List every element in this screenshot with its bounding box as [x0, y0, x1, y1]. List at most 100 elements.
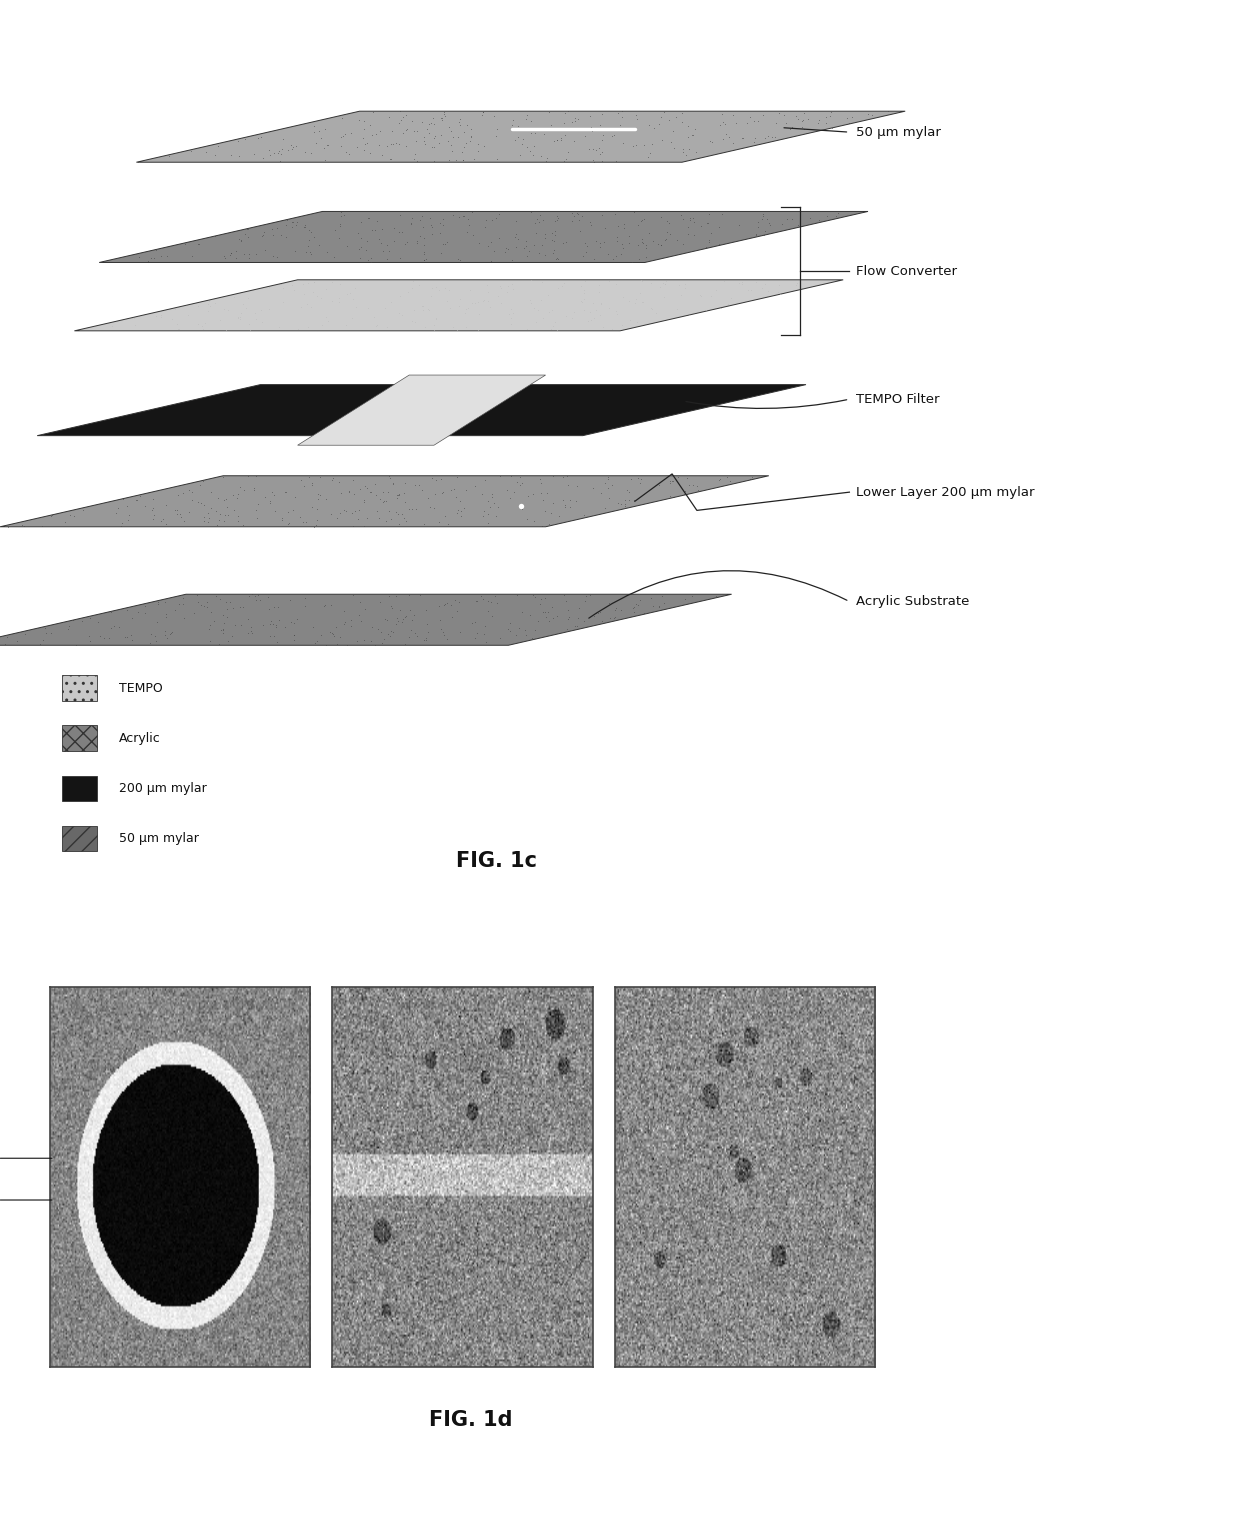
Point: [515, 618, 534, 643]
Point: [250, 588, 270, 612]
Point: [188, 295, 208, 319]
Point: [537, 482, 557, 506]
Point: [472, 504, 492, 529]
Point: [543, 313, 563, 337]
Point: [316, 633, 336, 658]
Point: [513, 128, 533, 152]
Point: [758, 207, 777, 231]
Point: [672, 111, 692, 135]
Point: [432, 617, 451, 641]
Point: [677, 466, 697, 491]
Point: [185, 602, 205, 626]
Point: [787, 270, 807, 295]
Point: [197, 589, 217, 614]
Point: [248, 583, 268, 608]
Point: [165, 597, 185, 621]
Point: [267, 630, 286, 655]
Point: [579, 137, 599, 161]
Point: [294, 272, 314, 296]
Point: [432, 480, 451, 504]
Point: [611, 598, 631, 623]
Point: [547, 246, 567, 270]
Point: [562, 109, 582, 134]
Point: [361, 246, 381, 270]
Point: [401, 618, 420, 643]
Point: [475, 614, 495, 638]
Point: [538, 600, 558, 624]
Point: [454, 149, 474, 173]
Point: [379, 583, 399, 608]
Point: [130, 483, 150, 507]
Point: [370, 589, 389, 614]
Point: [308, 284, 327, 308]
Point: [337, 632, 357, 656]
Point: [244, 475, 264, 500]
Point: [424, 313, 444, 337]
Point: [562, 208, 582, 232]
Point: [306, 513, 326, 538]
Point: [510, 143, 529, 167]
Point: [239, 242, 259, 266]
Bar: [62, 726, 97, 750]
Point: [516, 623, 536, 647]
Point: [443, 204, 463, 228]
Point: [794, 108, 813, 132]
Point: [187, 583, 207, 608]
Point: [641, 296, 661, 321]
Point: [42, 503, 62, 527]
Point: [642, 298, 662, 322]
Point: [255, 485, 275, 509]
Point: [677, 222, 697, 246]
Point: [532, 232, 552, 257]
Point: [355, 489, 374, 513]
Polygon shape: [99, 211, 868, 263]
Point: [381, 507, 401, 532]
Text: Acrylic Substrate: Acrylic Substrate: [856, 595, 968, 608]
Point: [739, 105, 759, 129]
Point: [668, 465, 688, 489]
Point: [347, 135, 367, 159]
Point: [167, 503, 187, 527]
Point: [336, 498, 356, 523]
Point: [272, 507, 291, 532]
Point: [632, 290, 652, 314]
Point: [596, 115, 616, 140]
Point: [615, 213, 635, 237]
Point: [449, 589, 469, 614]
Point: [424, 317, 444, 342]
Point: [496, 237, 516, 261]
Point: [577, 234, 596, 258]
Point: [584, 602, 604, 626]
Point: [367, 210, 387, 234]
Point: [303, 471, 322, 495]
Point: [505, 225, 525, 249]
Point: [465, 626, 485, 650]
Point: [315, 594, 335, 618]
Point: [435, 504, 455, 529]
Point: [448, 501, 467, 526]
Point: [355, 488, 374, 512]
Point: [696, 298, 715, 322]
Point: [334, 612, 353, 636]
Point: [456, 112, 476, 137]
Point: [324, 466, 343, 491]
Point: [786, 273, 806, 298]
Point: [601, 317, 621, 342]
Point: [350, 246, 370, 270]
Point: [321, 501, 341, 526]
Point: [611, 492, 631, 516]
Point: [533, 208, 553, 232]
Point: [534, 600, 554, 624]
Point: [329, 290, 348, 314]
Point: [126, 488, 146, 512]
Point: [322, 289, 342, 313]
Point: [475, 621, 495, 646]
Point: [22, 617, 42, 641]
Point: [463, 223, 482, 248]
Point: [429, 131, 449, 155]
Point: [599, 591, 619, 615]
Point: [340, 143, 360, 167]
Point: [644, 594, 663, 618]
Point: [539, 512, 559, 536]
Point: [402, 608, 422, 632]
